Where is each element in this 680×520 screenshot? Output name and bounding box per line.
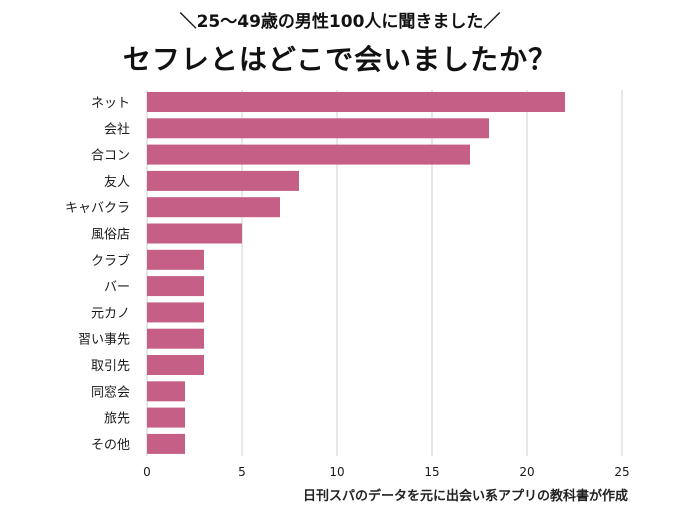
category-label: 取引先 [91, 359, 130, 374]
bar [147, 355, 204, 375]
category-label: 合コン [91, 149, 130, 164]
category-label: 旅先 [104, 412, 130, 427]
x-tick-label: 0 [143, 465, 151, 479]
category-label: バー [104, 280, 130, 295]
category-label: ネット [91, 96, 130, 111]
category-label: その他 [91, 438, 130, 453]
bar [147, 144, 470, 165]
bar [147, 118, 489, 139]
bar [147, 276, 204, 297]
bar [147, 433, 185, 454]
bar [147, 223, 242, 244]
bars [147, 92, 565, 454]
x-tick-label: 25 [614, 465, 629, 479]
category-label: 会社 [104, 121, 130, 137]
x-tick-label: 15 [424, 465, 439, 479]
category-label: クラブ [91, 253, 130, 269]
chart-title: セフレとはどこで会いましたか？ [122, 43, 558, 76]
category-label: キャバクラ [65, 201, 130, 216]
x-tick-label: 20 [519, 465, 534, 479]
category-label: 風俗店 [91, 228, 130, 243]
bar [147, 302, 204, 323]
category-label: 習い事先 [78, 333, 130, 348]
x-tick-label: 10 [329, 465, 344, 479]
bar [147, 381, 185, 402]
bar [147, 407, 185, 428]
category-label: 友人 [104, 174, 130, 190]
source-note: 日刊スパのデータを元に出会い系アプリの教科書が作成 [302, 489, 628, 504]
bar [147, 249, 204, 270]
bar [147, 92, 565, 112]
x-tick-labels: 0 5 10 15 20 25 [143, 465, 629, 479]
x-tick-label: 5 [238, 465, 246, 479]
bar [147, 197, 280, 218]
bar [147, 170, 299, 191]
chart-subtitle: ＼25〜49歳の男性100人に聞きました／ [179, 12, 501, 32]
category-label: 同窓会 [91, 384, 130, 400]
category-label: 元カノ [91, 306, 130, 321]
bar [147, 328, 204, 349]
category-labels: ネット会社合コン友人キャバクラ風俗店クラブバー元カノ習い事先取引先同窓会旅先その… [65, 96, 130, 453]
